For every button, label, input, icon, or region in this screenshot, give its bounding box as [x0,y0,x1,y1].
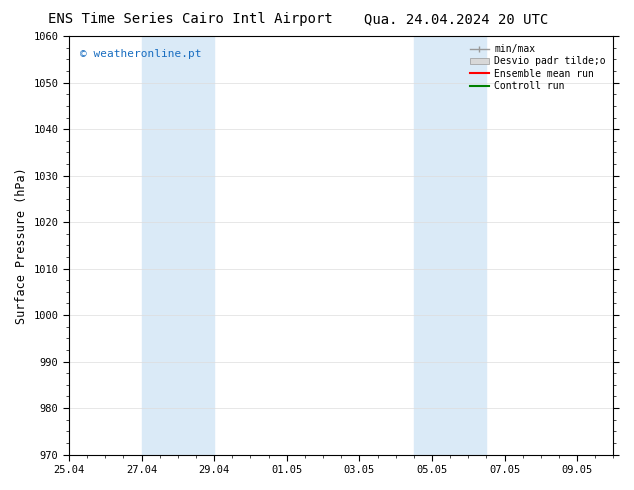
Bar [414,36,486,455]
Text: ENS Time Series Cairo Intl Airport: ENS Time Series Cairo Intl Airport [48,12,333,26]
Y-axis label: Surface Pressure (hPa): Surface Pressure (hPa) [15,167,28,324]
Bar [141,36,214,455]
Legend: min/max, Desvio padr tilde;o, Ensemble mean run, Controll run: min/max, Desvio padr tilde;o, Ensemble m… [467,41,609,94]
Text: Qua. 24.04.2024 20 UTC: Qua. 24.04.2024 20 UTC [365,12,548,26]
Text: © weatheronline.pt: © weatheronline.pt [80,49,202,59]
